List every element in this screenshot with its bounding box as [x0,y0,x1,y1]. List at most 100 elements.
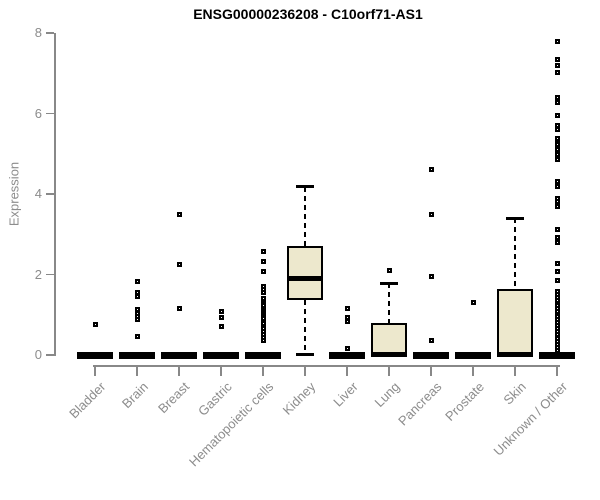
outlier-point [92,322,98,328]
outlier-point [218,314,224,320]
x-tick-label: Skin [500,379,529,408]
outlier-point [554,347,560,353]
outlier-point [176,211,182,217]
x-tick-label: Prostate [441,379,487,424]
outlier-point [554,226,560,232]
boxplot-collapsed-bar [455,351,491,359]
x-axis-line [93,365,560,367]
boxplot-collapsed-bar [77,351,113,359]
x-tick [136,365,138,376]
outlier-point [260,259,266,265]
outlier-point [554,147,560,153]
x-tick [514,365,516,376]
outlier-point [554,179,560,185]
boxplot-collapsed-bar [329,351,365,359]
boxplot-collapsed-bar [245,351,281,359]
outlier-point [260,289,266,295]
y-tick [46,112,54,115]
x-tick-label: Brain [118,379,151,412]
boxplot-collapsed-bar [119,351,155,359]
boxplot-collapsed-bar [539,351,575,359]
outlier-point [260,249,266,255]
whisker-upper [304,186,306,246]
outlier-point [176,306,182,312]
y-tick [46,32,54,34]
x-tick [178,365,180,376]
y-tick-label: 4 [34,186,42,201]
x-tick [430,365,432,376]
outlier-point [134,317,140,323]
boxplot-collapsed-bar [203,351,239,359]
outlier-point [428,212,434,218]
outlier-point [428,274,434,279]
y-tick [46,193,54,195]
whisker-upper-cap [506,216,524,220]
x-tick-label: Bladder [66,379,109,422]
outlier-point [134,290,140,296]
outlier-point [554,152,560,158]
x-tick [94,365,96,376]
x-tick-label: Gastric [194,379,235,419]
outlier-point [176,261,182,267]
x-tick [388,365,390,376]
x-tick-label: Lung [371,379,403,411]
y-tick-label: 0 [34,347,42,362]
outlier-point [344,319,350,325]
y-tick [46,273,54,276]
outlier-point [554,135,560,141]
outlier-point [554,62,560,68]
y-tick-label: 8 [34,25,42,40]
box-iqr [497,288,533,355]
whisker-upper [514,218,516,289]
whisker-upper [388,283,390,323]
outlier-point [554,269,560,275]
outlier-point [554,203,560,209]
outlier-point [260,269,266,275]
outlier-point [386,267,392,273]
boxplot-collapsed-bar [161,351,197,359]
whisker-upper-cap [296,185,314,189]
whisker-lower-cap [296,352,314,356]
outlier-point [554,260,560,266]
x-tick [262,365,264,376]
boxplot-collapsed-bar [413,351,449,359]
outlier-point [428,337,434,343]
x-tick [346,365,348,376]
x-tick-label: Kidney [279,379,319,418]
outlier-point [260,337,266,343]
outlier-point [554,70,560,76]
outlier-point [344,306,350,312]
box-iqr [287,245,323,300]
y-tick-label: 2 [34,266,42,282]
outlier-point [428,167,434,173]
outlier-point [554,157,560,163]
outlier-point [554,122,560,128]
x-tick [304,365,306,376]
box-median [287,275,323,281]
outlier-point [554,127,560,133]
box-median [371,351,407,357]
outlier-point [470,300,476,306]
x-tick-label: Pancreas [395,379,445,429]
y-tick-label: 6 [34,105,42,121]
box-iqr [371,322,407,355]
y-axis-line [54,33,56,356]
outlier-point [134,279,140,285]
outlier-point [218,324,224,330]
x-tick-label: Liver [330,379,361,410]
outlier-point [554,57,560,63]
outlier-point [344,346,350,352]
outlier-point [554,38,560,44]
whisker-upper-cap [380,281,398,285]
outlier-point [218,309,224,315]
outlier-point [554,239,560,245]
outlier-point [554,184,560,190]
x-tick [556,365,558,376]
outlier-point [554,112,560,118]
outlier-point [554,142,560,148]
outlier-point [554,199,560,205]
outlier-point [554,235,560,241]
box-median [497,351,533,357]
y-tick [46,354,54,356]
